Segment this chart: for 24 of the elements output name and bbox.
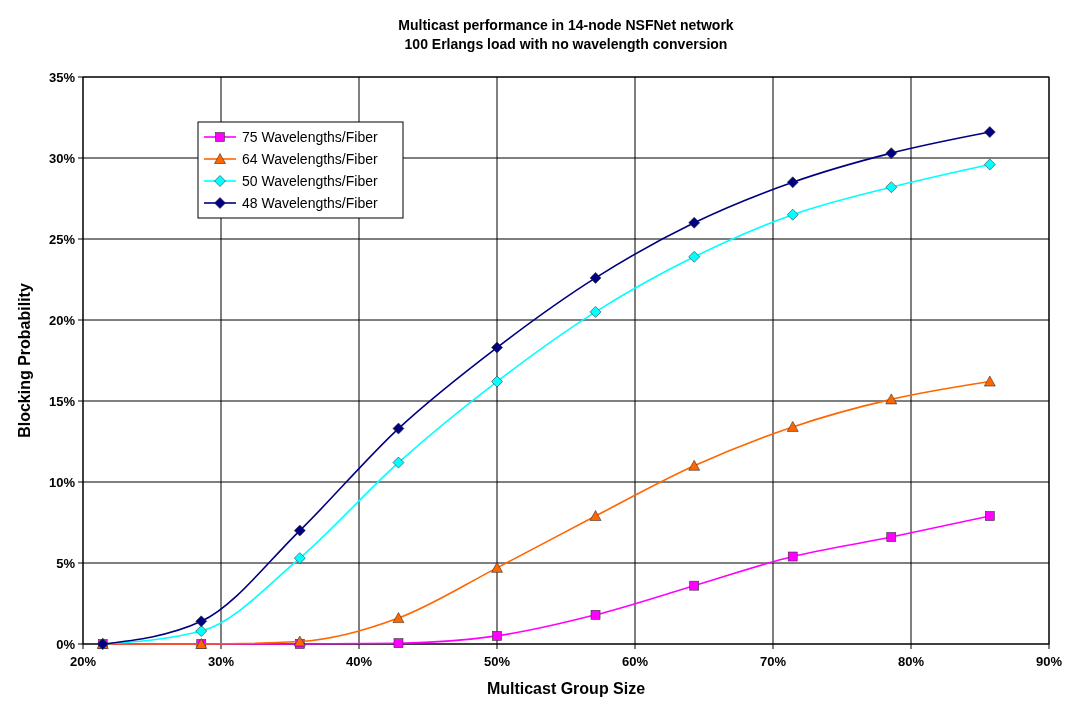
x-tick-label: 80%: [897, 654, 925, 669]
y-tick-label: 30%: [48, 150, 76, 166]
x-tick-label: 90%: [1035, 654, 1063, 669]
chart-title: Multicast performance in 14-node NSFNet network: [398, 17, 734, 33]
x-tick-label: 60%: [621, 654, 649, 669]
chart-subtitle: 100 Erlangs load with no wavelength conversion: [404, 36, 728, 52]
legend-label: 50 Wavelengths/Fiber: [242, 173, 378, 189]
x-tick-label: 70%: [759, 654, 787, 669]
legend-label: 64 Wavelengths/Fiber: [242, 151, 378, 167]
y-tick-label: 35%: [48, 69, 76, 85]
legend-label: 48 Wavelengths/Fiber: [242, 195, 378, 211]
x-axis-title: Multicast Group Size: [486, 680, 646, 697]
y-tick-label: 5%: [56, 555, 76, 571]
legend-label: 75 Wavelengths/Fiber: [242, 129, 378, 145]
y-tick-label: 25%: [48, 231, 76, 247]
y-tick-label: 0%: [56, 636, 76, 652]
y-tick-label: 10%: [48, 474, 76, 490]
y-axis-title: Blocking Probability: [16, 283, 33, 438]
x-tick-label: 20%: [69, 654, 97, 669]
x-tick-label: 50%: [483, 654, 511, 669]
y-tick-label: 15%: [48, 393, 76, 409]
x-tick-label: 30%: [207, 654, 235, 669]
x-tick-label: 40%: [345, 654, 373, 669]
y-tick-label: 20%: [48, 312, 76, 328]
